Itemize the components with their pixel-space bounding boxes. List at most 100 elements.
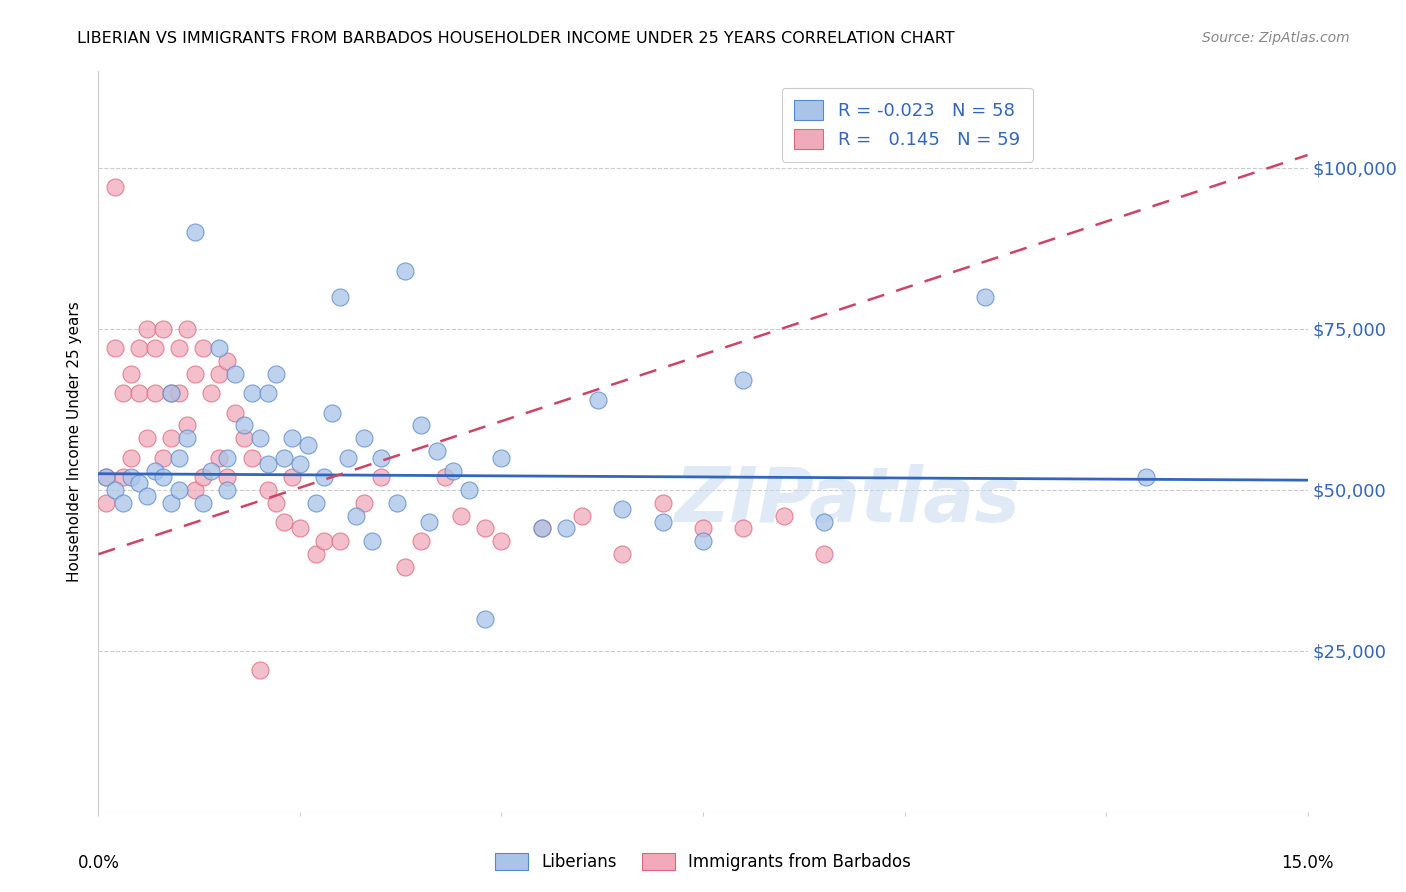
Point <box>135 431 157 445</box>
Point <box>152 322 174 336</box>
Point <box>128 341 150 355</box>
Point <box>111 496 134 510</box>
Point <box>96 496 118 510</box>
Legend: R = -0.023   N = 58, R =   0.145   N = 59: R = -0.023 N = 58, R = 0.145 N = 59 <box>782 87 1032 161</box>
Point <box>160 496 183 510</box>
Point <box>305 496 328 510</box>
Point <box>120 367 142 381</box>
Point <box>193 341 215 355</box>
Point <box>143 341 166 355</box>
Point <box>217 483 239 497</box>
Point <box>305 547 328 561</box>
Point <box>200 463 222 477</box>
Point <box>217 354 239 368</box>
Point <box>120 450 142 465</box>
Point <box>96 470 118 484</box>
Point <box>491 534 513 549</box>
Point <box>418 515 440 529</box>
Point <box>772 508 794 523</box>
Point <box>394 560 416 574</box>
Point <box>217 470 239 484</box>
Point <box>586 392 609 407</box>
Text: ZIPatlas: ZIPatlas <box>675 464 1021 538</box>
Point <box>224 406 246 420</box>
Point <box>733 373 755 387</box>
Point <box>249 431 271 445</box>
Point <box>281 431 304 445</box>
Point <box>273 515 295 529</box>
Point <box>232 431 254 445</box>
Point <box>353 496 375 510</box>
Point <box>208 341 231 355</box>
Point <box>111 386 134 401</box>
Point <box>692 534 714 549</box>
Text: 15.0%: 15.0% <box>1281 854 1334 871</box>
Point <box>249 663 271 677</box>
Point <box>160 386 183 401</box>
Point <box>176 322 198 336</box>
Point <box>160 431 183 445</box>
Point <box>555 521 578 535</box>
Point <box>288 457 311 471</box>
Point <box>111 470 134 484</box>
Point <box>128 476 150 491</box>
Point <box>176 431 198 445</box>
Point <box>571 508 593 523</box>
Point <box>281 470 304 484</box>
Point <box>474 521 496 535</box>
Point <box>96 470 118 484</box>
Point <box>120 470 142 484</box>
Point <box>288 521 311 535</box>
Point <box>152 450 174 465</box>
Point <box>167 483 190 497</box>
Point <box>217 450 239 465</box>
Point <box>193 496 215 510</box>
Point <box>103 483 125 497</box>
Point <box>143 386 166 401</box>
Point <box>612 502 634 516</box>
Point <box>184 483 207 497</box>
Point <box>297 438 319 452</box>
Point <box>337 450 360 465</box>
Point <box>353 431 375 445</box>
Point <box>264 367 287 381</box>
Point <box>208 450 231 465</box>
Point <box>232 418 254 433</box>
Point <box>329 534 352 549</box>
Point <box>385 496 408 510</box>
Point <box>530 521 553 535</box>
Point <box>314 470 336 484</box>
Point <box>441 463 464 477</box>
Point <box>321 406 343 420</box>
Point <box>394 264 416 278</box>
Point <box>273 450 295 465</box>
Point <box>530 521 553 535</box>
Point <box>458 483 481 497</box>
Point <box>813 547 835 561</box>
Point <box>200 386 222 401</box>
Point <box>256 386 278 401</box>
Point <box>208 367 231 381</box>
Point <box>974 290 997 304</box>
Point <box>264 496 287 510</box>
Point <box>143 463 166 477</box>
Point <box>103 341 125 355</box>
Point <box>409 534 432 549</box>
Point <box>733 521 755 535</box>
Point <box>450 508 472 523</box>
Point <box>135 322 157 336</box>
Text: 0.0%: 0.0% <box>77 854 120 871</box>
Point <box>434 470 457 484</box>
Point <box>370 470 392 484</box>
Point <box>651 515 673 529</box>
Point <box>651 496 673 510</box>
Point <box>612 547 634 561</box>
Point <box>813 515 835 529</box>
Text: Source: ZipAtlas.com: Source: ZipAtlas.com <box>1202 31 1350 45</box>
Point <box>224 367 246 381</box>
Point <box>240 450 263 465</box>
Point <box>160 386 183 401</box>
Point <box>152 470 174 484</box>
Point <box>474 611 496 625</box>
Point <box>240 386 263 401</box>
